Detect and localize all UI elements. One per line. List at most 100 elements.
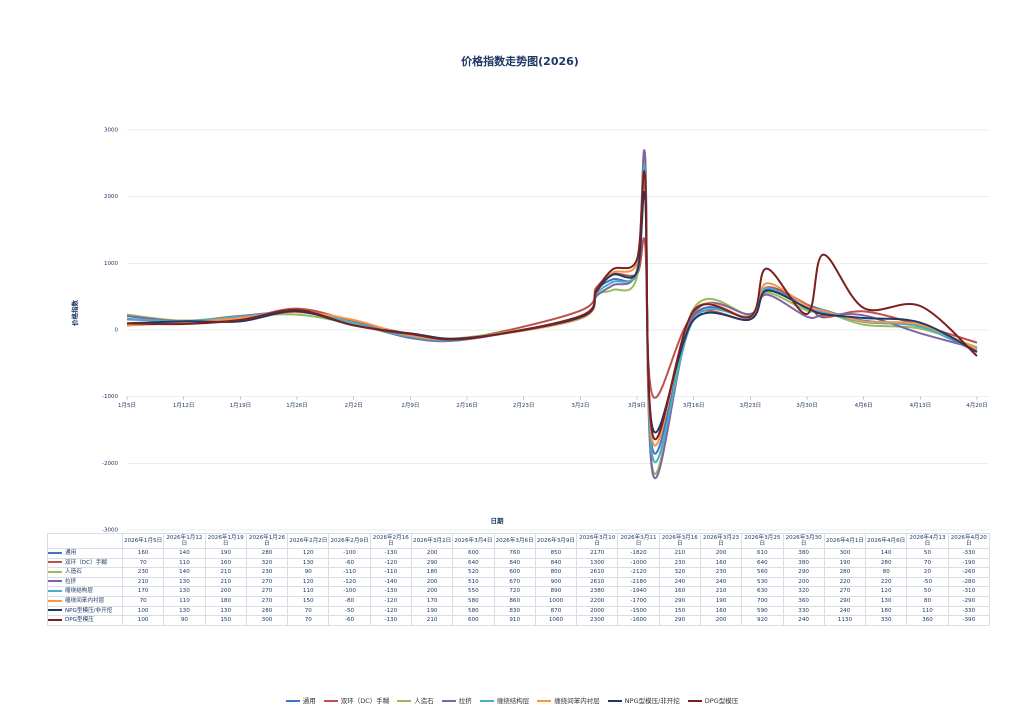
table-cell: 70 (287, 615, 330, 626)
table-cell: 160 (699, 557, 743, 569)
table-cell: 760 (493, 548, 536, 559)
table-cell: 70 (287, 605, 330, 617)
table-cell: 700 (741, 595, 784, 607)
x-tick-label: 4月13日 (910, 402, 932, 409)
legend-swatch (441, 700, 456, 702)
table-header-cell: 2026年3月11日 (617, 533, 660, 549)
table-cell: 230 (658, 557, 701, 569)
legend-label: NPG型模压/非开挖 (624, 697, 680, 705)
table-cell: 840 (493, 557, 536, 569)
table-row-head: 缠绕结构层 (47, 586, 123, 597)
table-cell: 190 (204, 548, 247, 559)
table-header-cell: 2026年2月9日 (328, 533, 371, 549)
table-cell: 520 (452, 567, 495, 578)
table-cell: -130 (369, 615, 412, 626)
table-series-name: 通用 (65, 550, 77, 557)
table-cell: 230 (245, 567, 289, 578)
legend-label: 双环（DC）手糊 (340, 697, 390, 705)
table-header-cell: 2026年1月12日 (163, 533, 206, 549)
table-header-cell: 2026年3月23日 (699, 533, 743, 549)
table-cell: -60 (328, 615, 371, 626)
table-cell: -50 (906, 576, 949, 588)
table-cell: 580 (452, 605, 495, 617)
table-cell: 240 (658, 576, 701, 588)
table-swatch (48, 609, 62, 612)
table-cell: 850 (534, 548, 578, 559)
table-cell: 200 (410, 576, 454, 588)
x-tick-label: 3月30日 (796, 402, 818, 409)
table-header-cell: 2026年2月2日 (287, 533, 330, 549)
table-cell: 100 (121, 615, 165, 626)
table-cell: 230 (121, 567, 165, 578)
table-cell: 140 (865, 548, 908, 559)
table-series-name: 缠绕结构层 (65, 588, 93, 595)
table-cell: 230 (699, 567, 743, 578)
table-cell: 330 (782, 605, 825, 617)
table-cell: 280 (245, 605, 289, 617)
table-cell: 600 (452, 548, 495, 559)
table-row: 拉挤 210 130 210 270 120 -120 -140 200 510 670 900 261… (47, 576, 991, 588)
table-row: 人造石 230 140 210 230 90 -110 -110 180 520 600 800 261… (47, 567, 991, 578)
table-header-cell: 2026年3月2日 (410, 533, 454, 549)
table-row: NPG型模压/非开挖 100 130 130 280 70 -50 -120 190 580 830… (47, 605, 991, 617)
table-series-name: NPG型模压/非开挖 (65, 607, 113, 614)
table-cell: -110 (328, 567, 371, 578)
legend-swatch (537, 700, 552, 702)
table-cell: 300 (245, 615, 289, 626)
legend-item: 拉挤 (441, 697, 472, 705)
legend-swatch (323, 700, 338, 702)
table-cell: -2120 (617, 567, 660, 578)
table-cell: 2170 (576, 548, 619, 559)
x-tick-label: 3月2日 (571, 402, 589, 409)
table-cell: 160 (121, 548, 165, 559)
table-cell: 590 (741, 605, 784, 617)
table-cell: 630 (741, 586, 784, 597)
x-axis-label: 日期 (491, 516, 505, 525)
table-cell: 600 (452, 615, 495, 626)
table-cell: 320 (782, 586, 825, 597)
table-cell: 320 (245, 557, 289, 569)
table-header-cell: 2026年3月10日 (576, 533, 619, 549)
table-cell: 610 (741, 548, 784, 559)
table-cell: 860 (493, 595, 536, 607)
table-cell: 300 (823, 548, 867, 559)
table-cell: -140 (369, 576, 412, 588)
table-cell: -190 (947, 557, 991, 569)
table-cell: 130 (287, 557, 330, 569)
table-cell: 130 (163, 586, 206, 597)
legend-label: 缠绕结构层 (496, 697, 530, 705)
table-cell: 150 (287, 595, 330, 607)
table-cell: 830 (493, 605, 536, 617)
table-swatch (48, 570, 62, 573)
table-cell: 580 (452, 595, 495, 607)
table-cell: -80 (328, 595, 371, 607)
legend-label: 人造石 (414, 697, 434, 705)
x-tick-label: 1月12日 (173, 402, 195, 409)
y-tick-label: 3000 (104, 128, 118, 134)
table-series-name: 双环（DC）手糊 (65, 559, 107, 566)
legend-item: 缠绕结构层 (479, 697, 530, 705)
x-tick-label: 3月9日 (628, 402, 646, 409)
table-swatch (48, 580, 62, 583)
table-cell: -390 (947, 615, 991, 626)
y-tick-label: 1000 (104, 261, 118, 267)
table-cell: 150 (204, 615, 247, 626)
table-header-cell: 2026年4月13日 (906, 533, 949, 549)
table-cell: 160 (204, 557, 247, 569)
table-cell: 840 (534, 557, 578, 569)
table-cell: -1600 (617, 615, 660, 626)
table-cell: 50 (906, 548, 949, 559)
table-header-cell: 2026年3月4日 (452, 533, 495, 549)
table-cell: 380 (782, 548, 825, 559)
x-tick-label: 3月16日 (683, 402, 705, 409)
table-cell: -1000 (617, 557, 660, 569)
table-cell: 90 (287, 567, 330, 578)
legend-item: 缠绕间苯内衬层 (537, 697, 600, 705)
table-series-name: 拉挤 (65, 578, 77, 585)
table-cell: 200 (410, 548, 454, 559)
table-row-head: 缠绕间苯内衬层 (47, 595, 123, 607)
legend-item: 双环（DC）手糊 (323, 697, 390, 705)
table-cell: 280 (865, 557, 908, 569)
table-cell: -130 (369, 548, 412, 559)
